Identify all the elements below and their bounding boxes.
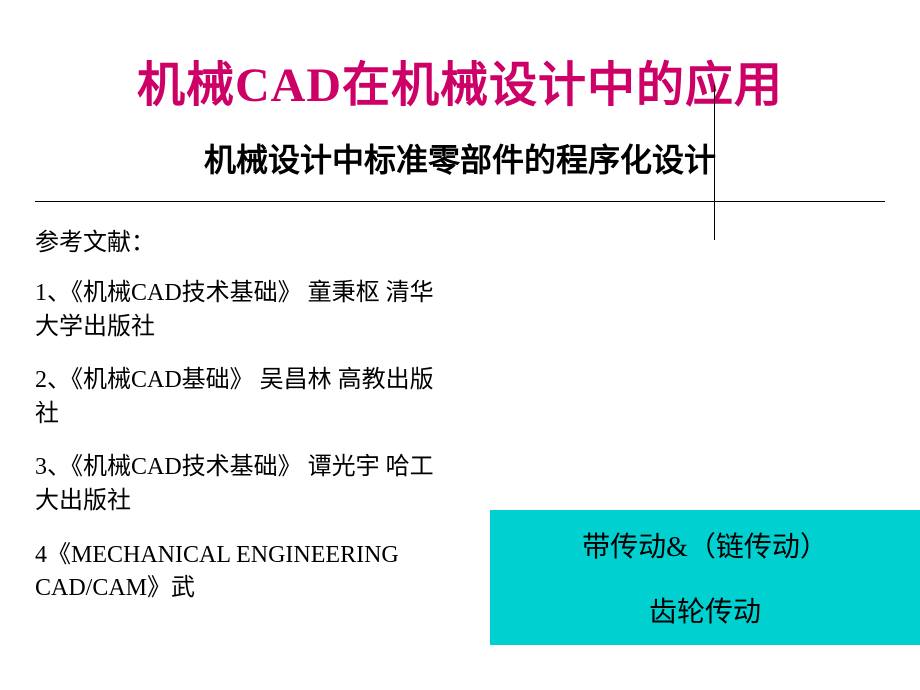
vertical-divider [714, 85, 715, 240]
callout-box: 带传动&（链传动） 齿轮传动 [490, 510, 920, 645]
reference-item: 1、《机械CAD技术基础》 童秉枢 清华大学出版社 [35, 277, 435, 344]
callout-text-1: 带传动&（链传动） [582, 525, 828, 565]
callout-text-2: 齿轮传动 [649, 590, 761, 630]
subtitle: 机械设计中标准零部件的程序化设计 [0, 115, 920, 201]
references-header: 参考文献： [35, 222, 435, 257]
reference-item: 4《MECHANICAL ENGINEERING CAD/CAM》武 [35, 539, 435, 606]
slide-container: 机械CAD在机械设计中的应用 机械设计中标准零部件的程序化设计 参考文献： 1、… [0, 0, 920, 690]
references-section: 参考文献： 1、《机械CAD技术基础》 童秉枢 清华大学出版社 2、《机械CAD… [0, 202, 470, 606]
reference-item: 2、《机械CAD基础》 吴昌林 高教出版社 [35, 364, 435, 431]
reference-item: 3、《机械CAD技术基础》 谭光宇 哈工大出版社 [35, 451, 435, 518]
main-title: 机械CAD在机械设计中的应用 [0, 0, 920, 115]
